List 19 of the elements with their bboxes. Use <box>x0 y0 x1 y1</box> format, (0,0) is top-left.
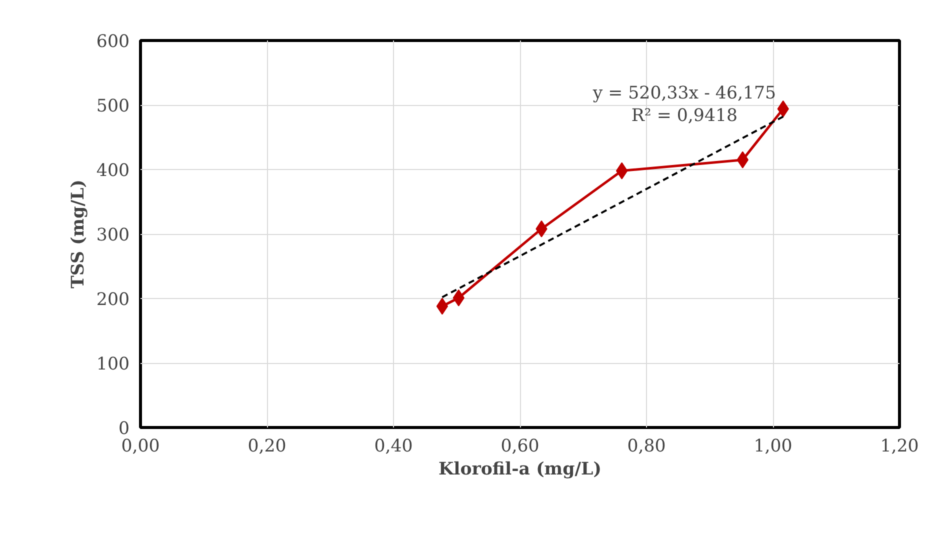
y-axis-title: TSS (mg/L) <box>68 180 88 288</box>
y-tick-label: 200 <box>96 290 130 310</box>
x-tick-label: 0,20 <box>248 436 286 456</box>
y-tick-label: 300 <box>96 226 130 246</box>
x-tick-label: 1,20 <box>880 436 919 456</box>
annotation: y = 520,33x - 46,175 <box>592 83 776 104</box>
x-tick-label: 1,00 <box>754 436 792 456</box>
y-tick-label: 400 <box>96 161 130 181</box>
x-tick-label: 0,80 <box>627 436 666 456</box>
y-tick-label: 100 <box>96 354 130 374</box>
y-tick-label: 500 <box>96 96 130 116</box>
x-tick-label: 0,00 <box>121 436 160 456</box>
x-axis-title: Klorofil-a (mg/L) <box>438 460 602 480</box>
point <box>436 298 448 315</box>
y-tick-label: 0 <box>118 419 130 439</box>
y-tick-label: 600 <box>96 32 130 52</box>
x-tick-label: 0,60 <box>500 436 540 456</box>
x-tick-label: 0,40 <box>374 436 413 456</box>
annotation: R² = 0,9418 <box>631 106 738 126</box>
